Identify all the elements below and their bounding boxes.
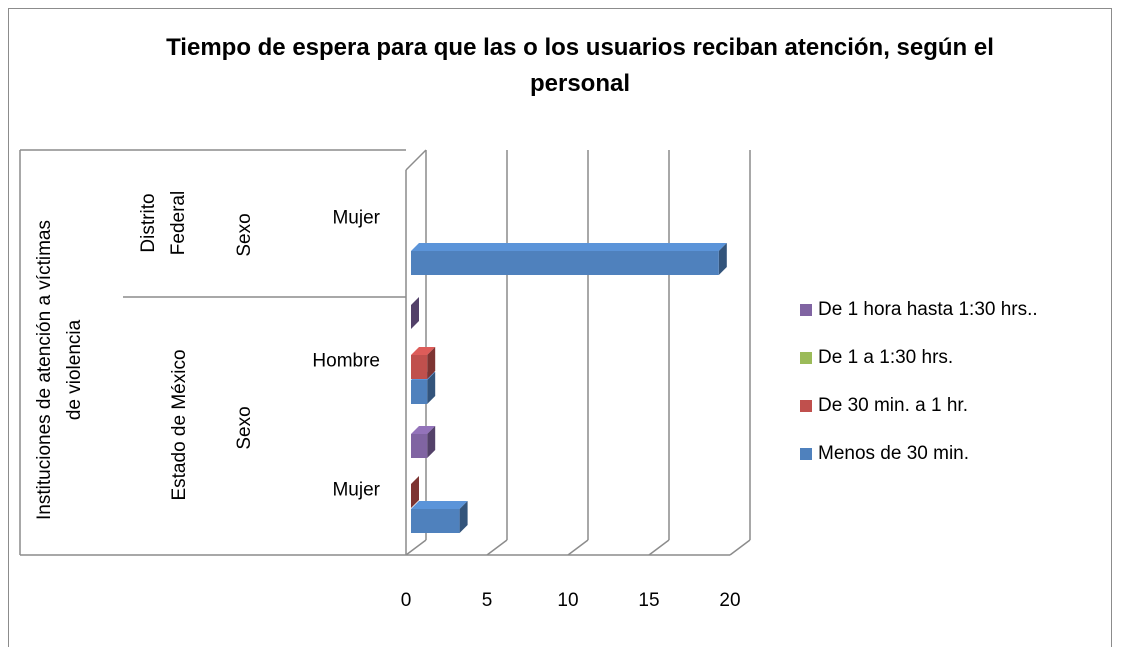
- grid-line: [486, 539, 508, 556]
- legend-swatch: [800, 304, 812, 316]
- category-label: Mujer: [332, 480, 380, 501]
- bar-front: [411, 380, 428, 404]
- x-tick-label: 10: [557, 590, 578, 611]
- bar: [411, 501, 468, 533]
- bar-side: [718, 243, 727, 275]
- bar-top: [411, 426, 436, 434]
- grid-line: [567, 539, 589, 556]
- bar-side: [411, 476, 419, 508]
- legend-label: De 30 min. a 1 hr.: [818, 395, 968, 416]
- chart-frame: [8, 8, 1112, 647]
- bar-top: [411, 347, 436, 355]
- legend-label: De 1 a 1:30 hrs.: [818, 347, 953, 368]
- bar: [411, 476, 419, 508]
- category-label: Hombre: [312, 351, 380, 372]
- x-tick-label: 0: [401, 590, 412, 611]
- group-label: Estado de México: [169, 349, 190, 500]
- legend-label: De 1 hora hasta 1:30 hrs..: [818, 299, 1038, 320]
- legend-swatch: [800, 352, 812, 364]
- group-label: Sexo: [234, 213, 255, 256]
- bar-front: [411, 251, 719, 275]
- bar: [411, 297, 419, 329]
- bar: [411, 243, 727, 275]
- grid-line: [729, 539, 751, 556]
- bar: [411, 426, 436, 458]
- bar-front: [411, 509, 460, 533]
- bar-side: [427, 372, 436, 404]
- bar-top: [411, 501, 468, 509]
- category-label: Mujer: [332, 208, 380, 229]
- bar-front: [411, 355, 428, 379]
- bar: [411, 347, 436, 379]
- bar-front: [411, 434, 428, 458]
- bar-side: [427, 347, 436, 379]
- legend-swatch: [800, 400, 812, 412]
- grid-line: [405, 539, 427, 556]
- grid-line: [648, 539, 670, 556]
- legend-swatch: [800, 448, 812, 460]
- x-tick-label: 5: [482, 590, 493, 611]
- group-label: Sexo: [234, 406, 255, 449]
- bar-top: [411, 243, 727, 251]
- bar-side: [459, 501, 468, 533]
- bar-side: [411, 297, 419, 329]
- axis-wall: [405, 149, 427, 171]
- x-tick-label: 15: [638, 590, 659, 611]
- legend-label: Menos de 30 min.: [818, 443, 969, 464]
- chart-title: Tiempo de espera para que las o los usua…: [166, 34, 994, 97]
- x-tick-label: 20: [719, 590, 740, 611]
- bar-side: [427, 426, 436, 458]
